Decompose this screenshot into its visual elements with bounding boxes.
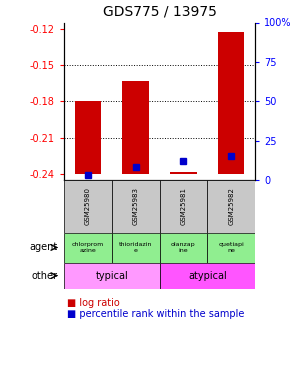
Text: other: other xyxy=(32,271,58,280)
Text: atypical: atypical xyxy=(188,271,227,280)
Bar xyxy=(64,180,112,232)
Bar xyxy=(160,262,255,289)
Bar xyxy=(75,101,101,174)
Bar xyxy=(160,180,207,232)
Bar xyxy=(112,180,160,232)
Text: ■ log ratio: ■ log ratio xyxy=(67,298,119,308)
Text: GSM25981: GSM25981 xyxy=(180,187,186,225)
Bar xyxy=(64,232,112,262)
Text: quetiapi
ne: quetiapi ne xyxy=(218,242,244,253)
Text: typical: typical xyxy=(95,271,128,280)
Bar xyxy=(160,232,207,262)
Text: GSM25980: GSM25980 xyxy=(85,187,91,225)
Text: GDS775 / 13975: GDS775 / 13975 xyxy=(103,5,216,19)
Bar xyxy=(112,232,160,262)
Text: ■ percentile rank within the sample: ■ percentile rank within the sample xyxy=(67,309,244,320)
Text: GSM25982: GSM25982 xyxy=(228,188,234,225)
Text: agent: agent xyxy=(30,243,58,252)
Text: thioridazin
e: thioridazin e xyxy=(119,242,152,253)
Bar xyxy=(64,262,160,289)
Text: GSM25983: GSM25983 xyxy=(133,187,139,225)
Text: olanzap
ine: olanzap ine xyxy=(171,242,196,253)
Text: chlorprom
azine: chlorprom azine xyxy=(72,242,104,253)
Bar xyxy=(122,81,149,174)
Bar xyxy=(218,32,244,174)
Bar xyxy=(170,171,197,174)
Bar xyxy=(207,232,255,262)
Bar xyxy=(207,180,255,232)
